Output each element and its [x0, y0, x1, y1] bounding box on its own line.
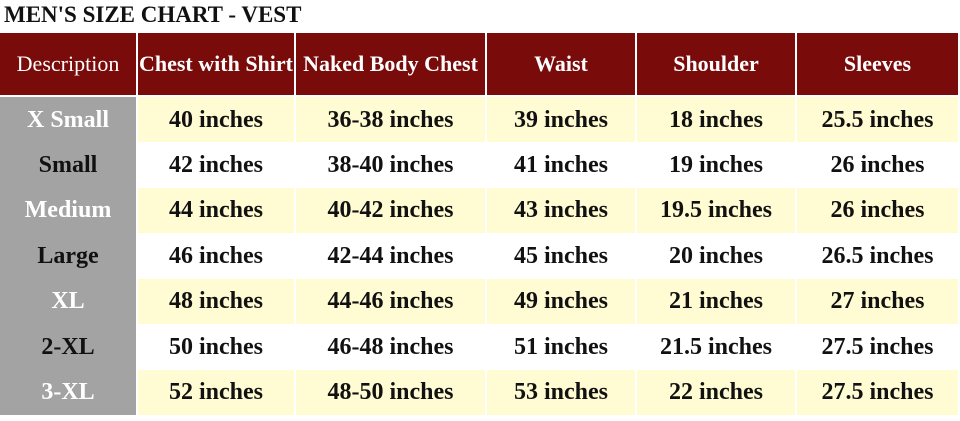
- table-cell: 44 inches: [138, 187, 296, 234]
- column-header: Description: [0, 33, 138, 97]
- table-cell: 45 inches: [487, 233, 637, 279]
- size-label: Small: [0, 142, 138, 188]
- table-cell: 39 inches: [487, 97, 637, 143]
- table-cell: 38-40 inches: [296, 142, 487, 188]
- table-cell: 40 inches: [138, 97, 296, 143]
- page-title: MEN'S SIZE CHART - VEST: [4, 2, 302, 27]
- size-label: Large: [0, 233, 138, 279]
- table-cell: 44-46 inches: [296, 278, 487, 325]
- table-cell: 40-42 inches: [296, 187, 487, 234]
- table-cell: 53 inches: [487, 369, 637, 415]
- table-cell: 27.5 inches: [797, 369, 960, 415]
- column-header: Shoulder: [637, 33, 797, 97]
- table-cell: 26.5 inches: [797, 233, 960, 279]
- table-cell: 36-38 inches: [296, 97, 487, 143]
- table-cell: 42-44 inches: [296, 233, 487, 279]
- size-table: Description Chest with Shirt Naked Body Ch…: [0, 33, 960, 415]
- size-label: XL: [0, 278, 138, 325]
- table-cell: 26 inches: [797, 187, 960, 234]
- table-cell: 42 inches: [138, 142, 296, 188]
- table-cell: 25.5 inches: [797, 97, 960, 143]
- table-cell: 21 inches: [637, 278, 797, 325]
- table-cell: 51 inches: [487, 324, 637, 370]
- table-cell: 49 inches: [487, 278, 637, 325]
- table-cell: 46 inches: [138, 233, 296, 279]
- size-label: 2-XL: [0, 324, 138, 370]
- table-cell: 20 inches: [637, 233, 797, 279]
- table-cell: 48-50 inches: [296, 369, 487, 415]
- table-cell: 52 inches: [138, 369, 296, 415]
- table-cell: 18 inches: [637, 97, 797, 143]
- size-label: X Small: [0, 97, 138, 143]
- table-cell: 48 inches: [138, 278, 296, 325]
- table-cell: 21.5 inches: [637, 324, 797, 370]
- column-header: Waist: [487, 33, 637, 97]
- size-label: 3-XL: [0, 369, 138, 415]
- table-cell: 26 inches: [797, 142, 960, 188]
- table-cell: 46-48 inches: [296, 324, 487, 370]
- table-cell: 27.5 inches: [797, 324, 960, 370]
- column-header: Chest with Shirt: [138, 33, 296, 97]
- table-cell: 19 inches: [637, 142, 797, 188]
- table-cell: 43 inches: [487, 187, 637, 234]
- table-cell: 41 inches: [487, 142, 637, 188]
- table-cell: 22 inches: [637, 369, 797, 415]
- table-cell: 19.5 inches: [637, 187, 797, 234]
- size-label: Medium: [0, 187, 138, 234]
- table-cell: 50 inches: [138, 324, 296, 370]
- table-cell: 27 inches: [797, 278, 960, 325]
- column-header: Sleeves: [797, 33, 960, 97]
- column-header: Naked Body Chest: [296, 33, 487, 97]
